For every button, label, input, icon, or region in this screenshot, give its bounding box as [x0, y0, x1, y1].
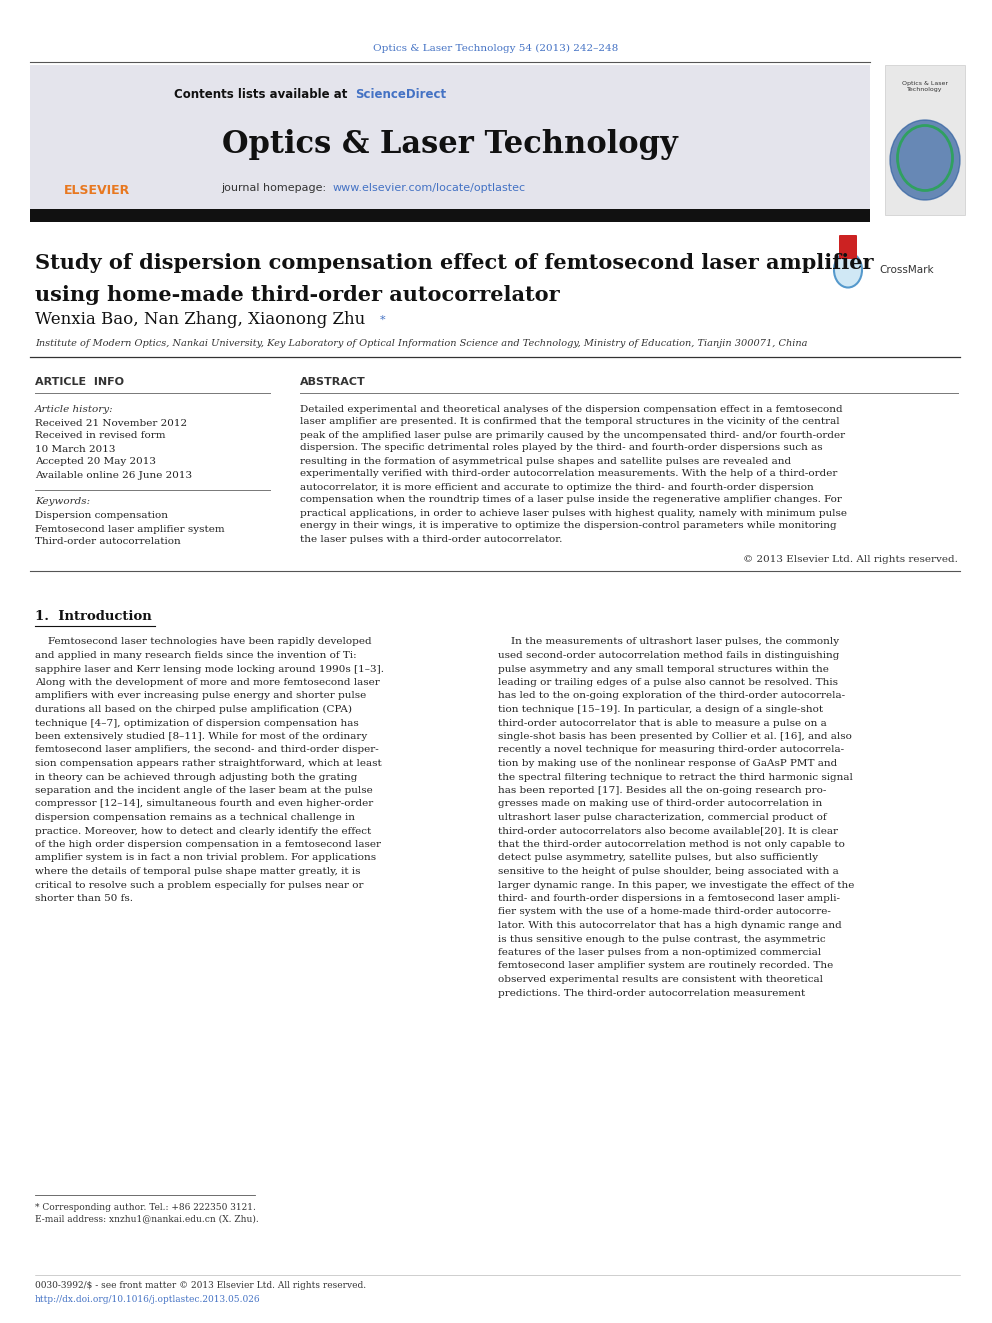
Text: recently a novel technique for measuring third-order autocorrela-: recently a novel technique for measuring… — [498, 745, 844, 754]
Text: been extensively studied [8–11]. While for most of the ordinary: been extensively studied [8–11]. While f… — [35, 732, 367, 741]
Text: sensitive to the height of pulse shoulder, being associated with a: sensitive to the height of pulse shoulde… — [498, 867, 839, 876]
Text: http://dx.doi.org/10.1016/j.optlastec.2013.05.026: http://dx.doi.org/10.1016/j.optlastec.20… — [35, 1294, 261, 1303]
Text: separation and the incident angle of the laser beam at the pulse: separation and the incident angle of the… — [35, 786, 373, 795]
Text: Available online 26 June 2013: Available online 26 June 2013 — [35, 471, 192, 479]
Text: where the details of temporal pulse shape matter greatly, it is: where the details of temporal pulse shap… — [35, 867, 360, 876]
Text: third- and fourth-order dispersions in a femtosecond laser ampli-: third- and fourth-order dispersions in a… — [498, 894, 840, 904]
Text: ScienceDirect: ScienceDirect — [355, 89, 446, 102]
Bar — [30, 65, 870, 216]
Text: CrossMark: CrossMark — [879, 265, 933, 275]
Text: journal homepage:: journal homepage: — [221, 183, 330, 193]
Text: Technology: Technology — [908, 87, 942, 93]
Text: lator. With this autocorrelator that has a high dynamic range and: lator. With this autocorrelator that has… — [498, 921, 842, 930]
Text: Accepted 20 May 2013: Accepted 20 May 2013 — [35, 458, 156, 467]
Text: www.elsevier.com/locate/optlastec: www.elsevier.com/locate/optlastec — [333, 183, 526, 193]
Bar — [30, 209, 870, 222]
Text: larger dynamic range. In this paper, we investigate the effect of the: larger dynamic range. In this paper, we … — [498, 881, 854, 889]
Text: practical applications, in order to achieve laser pulses with highest quality, n: practical applications, in order to achi… — [300, 508, 847, 517]
Text: gresses made on making use of third-order autocorrelation in: gresses made on making use of third-orde… — [498, 799, 822, 808]
Text: experimentally verified with third-order autocorrelation measurements. With the : experimentally verified with third-order… — [300, 470, 837, 479]
Text: technique [4–7], optimization of dispersion compensation has: technique [4–7], optimization of dispers… — [35, 718, 359, 728]
Text: third-order autocorrelators also become available[20]. It is clear: third-order autocorrelators also become … — [498, 827, 838, 836]
Text: energy in their wings, it is imperative to optimize the dispersion-control param: energy in their wings, it is imperative … — [300, 521, 836, 531]
Text: 1.  Introduction: 1. Introduction — [35, 610, 152, 623]
Text: femtosecond laser amplifiers, the second- and third-order disper-: femtosecond laser amplifiers, the second… — [35, 745, 379, 754]
Text: ARTICLE  INFO: ARTICLE INFO — [35, 377, 124, 388]
Text: amplifier system is in fact a non trivial problem. For applications: amplifier system is in fact a non trivia… — [35, 853, 376, 863]
Text: laser amplifier are presented. It is confirmed that the temporal structures in t: laser amplifier are presented. It is con… — [300, 418, 839, 426]
Ellipse shape — [890, 120, 960, 200]
Text: Institute of Modern Optics, Nankai University, Key Laboratory of Optical Informa: Institute of Modern Optics, Nankai Unive… — [35, 339, 807, 348]
Text: dispersion compensation remains as a technical challenge in: dispersion compensation remains as a tec… — [35, 814, 355, 822]
Text: observed experimental results are consistent with theoretical: observed experimental results are consis… — [498, 975, 823, 984]
Text: durations all based on the chirped pulse amplification (CPA): durations all based on the chirped pulse… — [35, 705, 352, 714]
Text: pulse asymmetry and any small temporal structures within the: pulse asymmetry and any small temporal s… — [498, 664, 829, 673]
Text: Femtosecond laser technologies have been rapidly developed: Femtosecond laser technologies have been… — [35, 638, 372, 647]
Text: Contents lists available at: Contents lists available at — [175, 89, 352, 102]
Text: Received in revised form: Received in revised form — [35, 431, 166, 441]
Text: * Corresponding author. Tel.: +86 222350 3121.: * Corresponding author. Tel.: +86 222350… — [35, 1203, 256, 1212]
Text: ultrashort laser pulse characterization, commercial product of: ultrashort laser pulse characterization,… — [498, 814, 826, 822]
Text: practice. Moreover, how to detect and clearly identify the effect: practice. Moreover, how to detect and cl… — [35, 827, 371, 836]
Text: sion compensation appears rather straightforward, which at least: sion compensation appears rather straigh… — [35, 759, 382, 767]
Text: resulting in the formation of asymmetrical pulse shapes and satellite pulses are: resulting in the formation of asymmetric… — [300, 456, 792, 466]
Text: has led to the on-going exploration of the third-order autocorrela-: has led to the on-going exploration of t… — [498, 692, 845, 700]
Text: that the third-order autocorrelation method is not only capable to: that the third-order autocorrelation met… — [498, 840, 845, 849]
Text: ABSTRACT: ABSTRACT — [300, 377, 366, 388]
Text: using home-made third-order autocorrelator: using home-made third-order autocorrelat… — [35, 284, 559, 306]
Text: © 2013 Elsevier Ltd. All rights reserved.: © 2013 Elsevier Ltd. All rights reserved… — [743, 556, 958, 565]
Text: Article history:: Article history: — [35, 405, 114, 414]
Text: Received 21 November 2012: Received 21 November 2012 — [35, 418, 187, 427]
Text: Femtosecond laser amplifier system: Femtosecond laser amplifier system — [35, 524, 224, 533]
Text: predictions. The third-order autocorrelation measurement: predictions. The third-order autocorrela… — [498, 988, 806, 998]
Text: features of the laser pulses from a non-optimized commercial: features of the laser pulses from a non-… — [498, 949, 821, 957]
Text: is thus sensitive enough to the pulse contrast, the asymmetric: is thus sensitive enough to the pulse co… — [498, 934, 825, 943]
Text: Keywords:: Keywords: — [35, 497, 90, 507]
Text: Along with the development of more and more femtosecond laser: Along with the development of more and m… — [35, 677, 380, 687]
Text: the spectral filtering technique to retract the third harmonic signal: the spectral filtering technique to retr… — [498, 773, 853, 782]
Text: tion by making use of the nonlinear response of GaAsP PMT and: tion by making use of the nonlinear resp… — [498, 759, 837, 767]
Text: Dispersion compensation: Dispersion compensation — [35, 512, 168, 520]
Text: Study of dispersion compensation effect of femtosecond laser amplifier: Study of dispersion compensation effect … — [35, 253, 874, 273]
Text: Third-order autocorrelation: Third-order autocorrelation — [35, 537, 181, 546]
Text: Optics & Laser Technology 54 (2013) 242–248: Optics & Laser Technology 54 (2013) 242–… — [373, 44, 619, 53]
Text: used second-order autocorrelation method fails in distinguishing: used second-order autocorrelation method… — [498, 651, 839, 660]
Text: fier system with the use of a home-made third-order autocorre-: fier system with the use of a home-made … — [498, 908, 831, 917]
Text: has been reported [17]. Besides all the on-going research pro-: has been reported [17]. Besides all the … — [498, 786, 826, 795]
Text: sapphire laser and Kerr lensing mode locking around 1990s [1–3].: sapphire laser and Kerr lensing mode loc… — [35, 664, 384, 673]
Text: Wenxia Bao, Nan Zhang, Xiaonong Zhu: Wenxia Bao, Nan Zhang, Xiaonong Zhu — [35, 311, 365, 328]
Text: dispersion. The specific detrimental roles played by the third- and fourth-order: dispersion. The specific detrimental rol… — [300, 443, 822, 452]
Text: *: * — [380, 315, 386, 325]
Text: critical to resolve such a problem especially for pulses near or: critical to resolve such a problem espec… — [35, 881, 363, 889]
Text: peak of the amplified laser pulse are primarily caused by the uncompensated thir: peak of the amplified laser pulse are pr… — [300, 430, 845, 439]
Text: detect pulse asymmetry, satellite pulses, but also sufficiently: detect pulse asymmetry, satellite pulses… — [498, 853, 818, 863]
Text: Optics & Laser: Optics & Laser — [902, 81, 948, 86]
Text: shorter than 50 fs.: shorter than 50 fs. — [35, 894, 133, 904]
Text: in theory can be achieved through adjusting both the grating: in theory can be achieved through adjust… — [35, 773, 357, 782]
Text: 10 March 2013: 10 March 2013 — [35, 445, 115, 454]
Text: single-shot basis has been presented by Collier et al. [16], and also: single-shot basis has been presented by … — [498, 732, 852, 741]
Text: amplifiers with ever increasing pulse energy and shorter pulse: amplifiers with ever increasing pulse en… — [35, 692, 366, 700]
Text: Detailed experimental and theoretical analyses of the dispersion compensation ef: Detailed experimental and theoretical an… — [300, 405, 842, 414]
Text: compressor [12–14], simultaneous fourth and even higher-order: compressor [12–14], simultaneous fourth … — [35, 799, 373, 808]
Text: compensation when the roundtrip times of a laser pulse inside the regenerative a: compensation when the roundtrip times of… — [300, 496, 842, 504]
Text: and applied in many research fields since the invention of Ti:: and applied in many research fields sinc… — [35, 651, 357, 660]
Ellipse shape — [834, 253, 862, 287]
Text: ELSEVIER: ELSEVIER — [63, 184, 130, 197]
Text: autocorrelator, it is more efficient and accurate to optimize the third- and fou: autocorrelator, it is more efficient and… — [300, 483, 813, 492]
Text: leading or trailing edges of a pulse also cannot be resolved. This: leading or trailing edges of a pulse als… — [498, 677, 838, 687]
FancyBboxPatch shape — [839, 235, 857, 259]
Text: E-mail address: xnzhu1@nankai.edu.cn (X. Zhu).: E-mail address: xnzhu1@nankai.edu.cn (X.… — [35, 1215, 259, 1224]
Text: tion technique [15–19]. In particular, a design of a single-shot: tion technique [15–19]. In particular, a… — [498, 705, 823, 714]
Text: Optics & Laser Technology: Optics & Laser Technology — [222, 130, 678, 160]
Text: 0030-3992/$ - see front matter © 2013 Elsevier Ltd. All rights reserved.: 0030-3992/$ - see front matter © 2013 El… — [35, 1282, 366, 1290]
Bar — [885, 65, 965, 216]
Text: of the high order dispersion compensation in a femtosecond laser: of the high order dispersion compensatio… — [35, 840, 381, 849]
Text: the laser pulses with a third-order autocorrelator.: the laser pulses with a third-order auto… — [300, 534, 562, 544]
Text: third-order autocorrelator that is able to measure a pulse on a: third-order autocorrelator that is able … — [498, 718, 826, 728]
Text: femtosecond laser amplifier system are routinely recorded. The: femtosecond laser amplifier system are r… — [498, 962, 833, 971]
Text: In the measurements of ultrashort laser pulses, the commonly: In the measurements of ultrashort laser … — [498, 638, 839, 647]
